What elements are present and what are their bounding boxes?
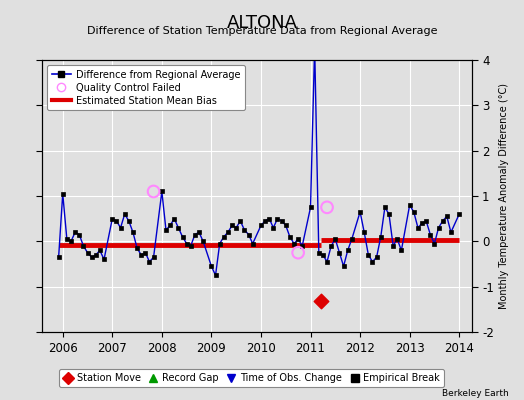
Text: ALTONA: ALTONA <box>226 14 298 32</box>
Point <box>149 188 158 195</box>
Point <box>323 204 331 210</box>
Legend: Difference from Regional Average, Quality Control Failed, Estimated Station Mean: Difference from Regional Average, Qualit… <box>47 65 245 110</box>
Text: Berkeley Earth: Berkeley Earth <box>442 389 508 398</box>
Text: Difference of Station Temperature Data from Regional Average: Difference of Station Temperature Data f… <box>87 26 437 36</box>
Point <box>294 250 302 256</box>
Y-axis label: Monthly Temperature Anomaly Difference (°C): Monthly Temperature Anomaly Difference (… <box>499 83 509 309</box>
Point <box>316 298 325 304</box>
Legend: Station Move, Record Gap, Time of Obs. Change, Empirical Break: Station Move, Record Gap, Time of Obs. C… <box>59 369 444 387</box>
